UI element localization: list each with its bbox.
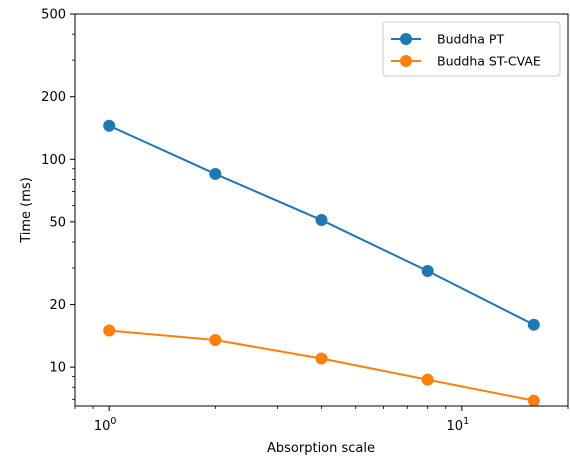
y-axis-label: Time (ms) xyxy=(19,177,34,244)
data-point xyxy=(315,352,328,365)
data-point xyxy=(103,119,116,132)
data-point xyxy=(421,373,434,386)
x-tick-label: 101 xyxy=(447,416,470,434)
legend-marker xyxy=(400,33,412,45)
y-tick-label: 20 xyxy=(49,298,66,313)
x-axis-label: Absorption scale xyxy=(267,441,375,456)
plot-marks xyxy=(103,119,540,407)
y-axis-ticks: 10 20 50 100 200 500 xyxy=(41,8,75,400)
data-point xyxy=(527,394,540,407)
y-tick-label: 200 xyxy=(41,90,66,105)
y-tick-label: 500 xyxy=(41,8,66,23)
y-tick-label: 10 xyxy=(49,361,66,376)
y-tick-label: 50 xyxy=(49,215,66,230)
series-line-1 xyxy=(109,329,535,402)
legend-frame xyxy=(382,21,561,77)
data-point xyxy=(315,214,328,227)
legend-label: Buddha ST-CVAE xyxy=(437,54,541,69)
data-point xyxy=(421,265,434,278)
legend: Buddha PT Buddha ST-CVAE xyxy=(382,21,561,77)
legend-marker xyxy=(400,55,412,67)
data-point xyxy=(209,167,222,180)
data-point xyxy=(103,324,116,337)
x-tick-label: 100 xyxy=(94,416,117,434)
legend-label: Buddha PT xyxy=(437,32,504,47)
data-point xyxy=(527,318,540,331)
y-tick-label: 100 xyxy=(41,153,66,168)
x-axis-ticks: 100 101 xyxy=(74,406,569,434)
data-point xyxy=(209,334,222,347)
